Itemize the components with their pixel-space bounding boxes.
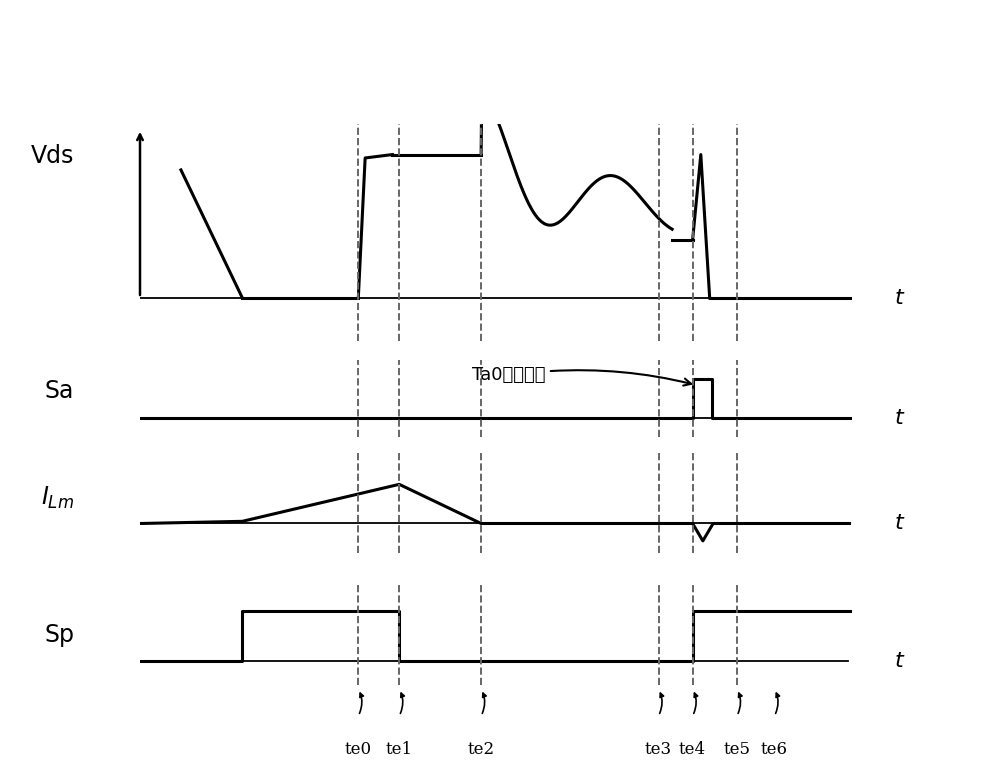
Text: $t$: $t$ [894, 512, 905, 535]
Text: $t$: $t$ [894, 407, 905, 429]
Text: $I_{Lm}$: $I_{Lm}$ [41, 485, 74, 511]
Text: te1: te1 [386, 741, 413, 759]
Text: te4: te4 [679, 741, 706, 759]
Text: $t$: $t$ [894, 650, 905, 673]
Text: te0: te0 [345, 741, 372, 759]
Text: Ta0时间过短: Ta0时间过短 [472, 366, 691, 385]
Text: Sa: Sa [45, 378, 74, 403]
Text: Vds: Vds [31, 144, 74, 169]
Text: te6: te6 [761, 741, 788, 759]
Text: Sp: Sp [44, 622, 74, 647]
Text: te3: te3 [645, 741, 672, 759]
Text: $t$: $t$ [894, 287, 905, 309]
Text: te5: te5 [723, 741, 750, 759]
Text: te2: te2 [468, 741, 495, 759]
